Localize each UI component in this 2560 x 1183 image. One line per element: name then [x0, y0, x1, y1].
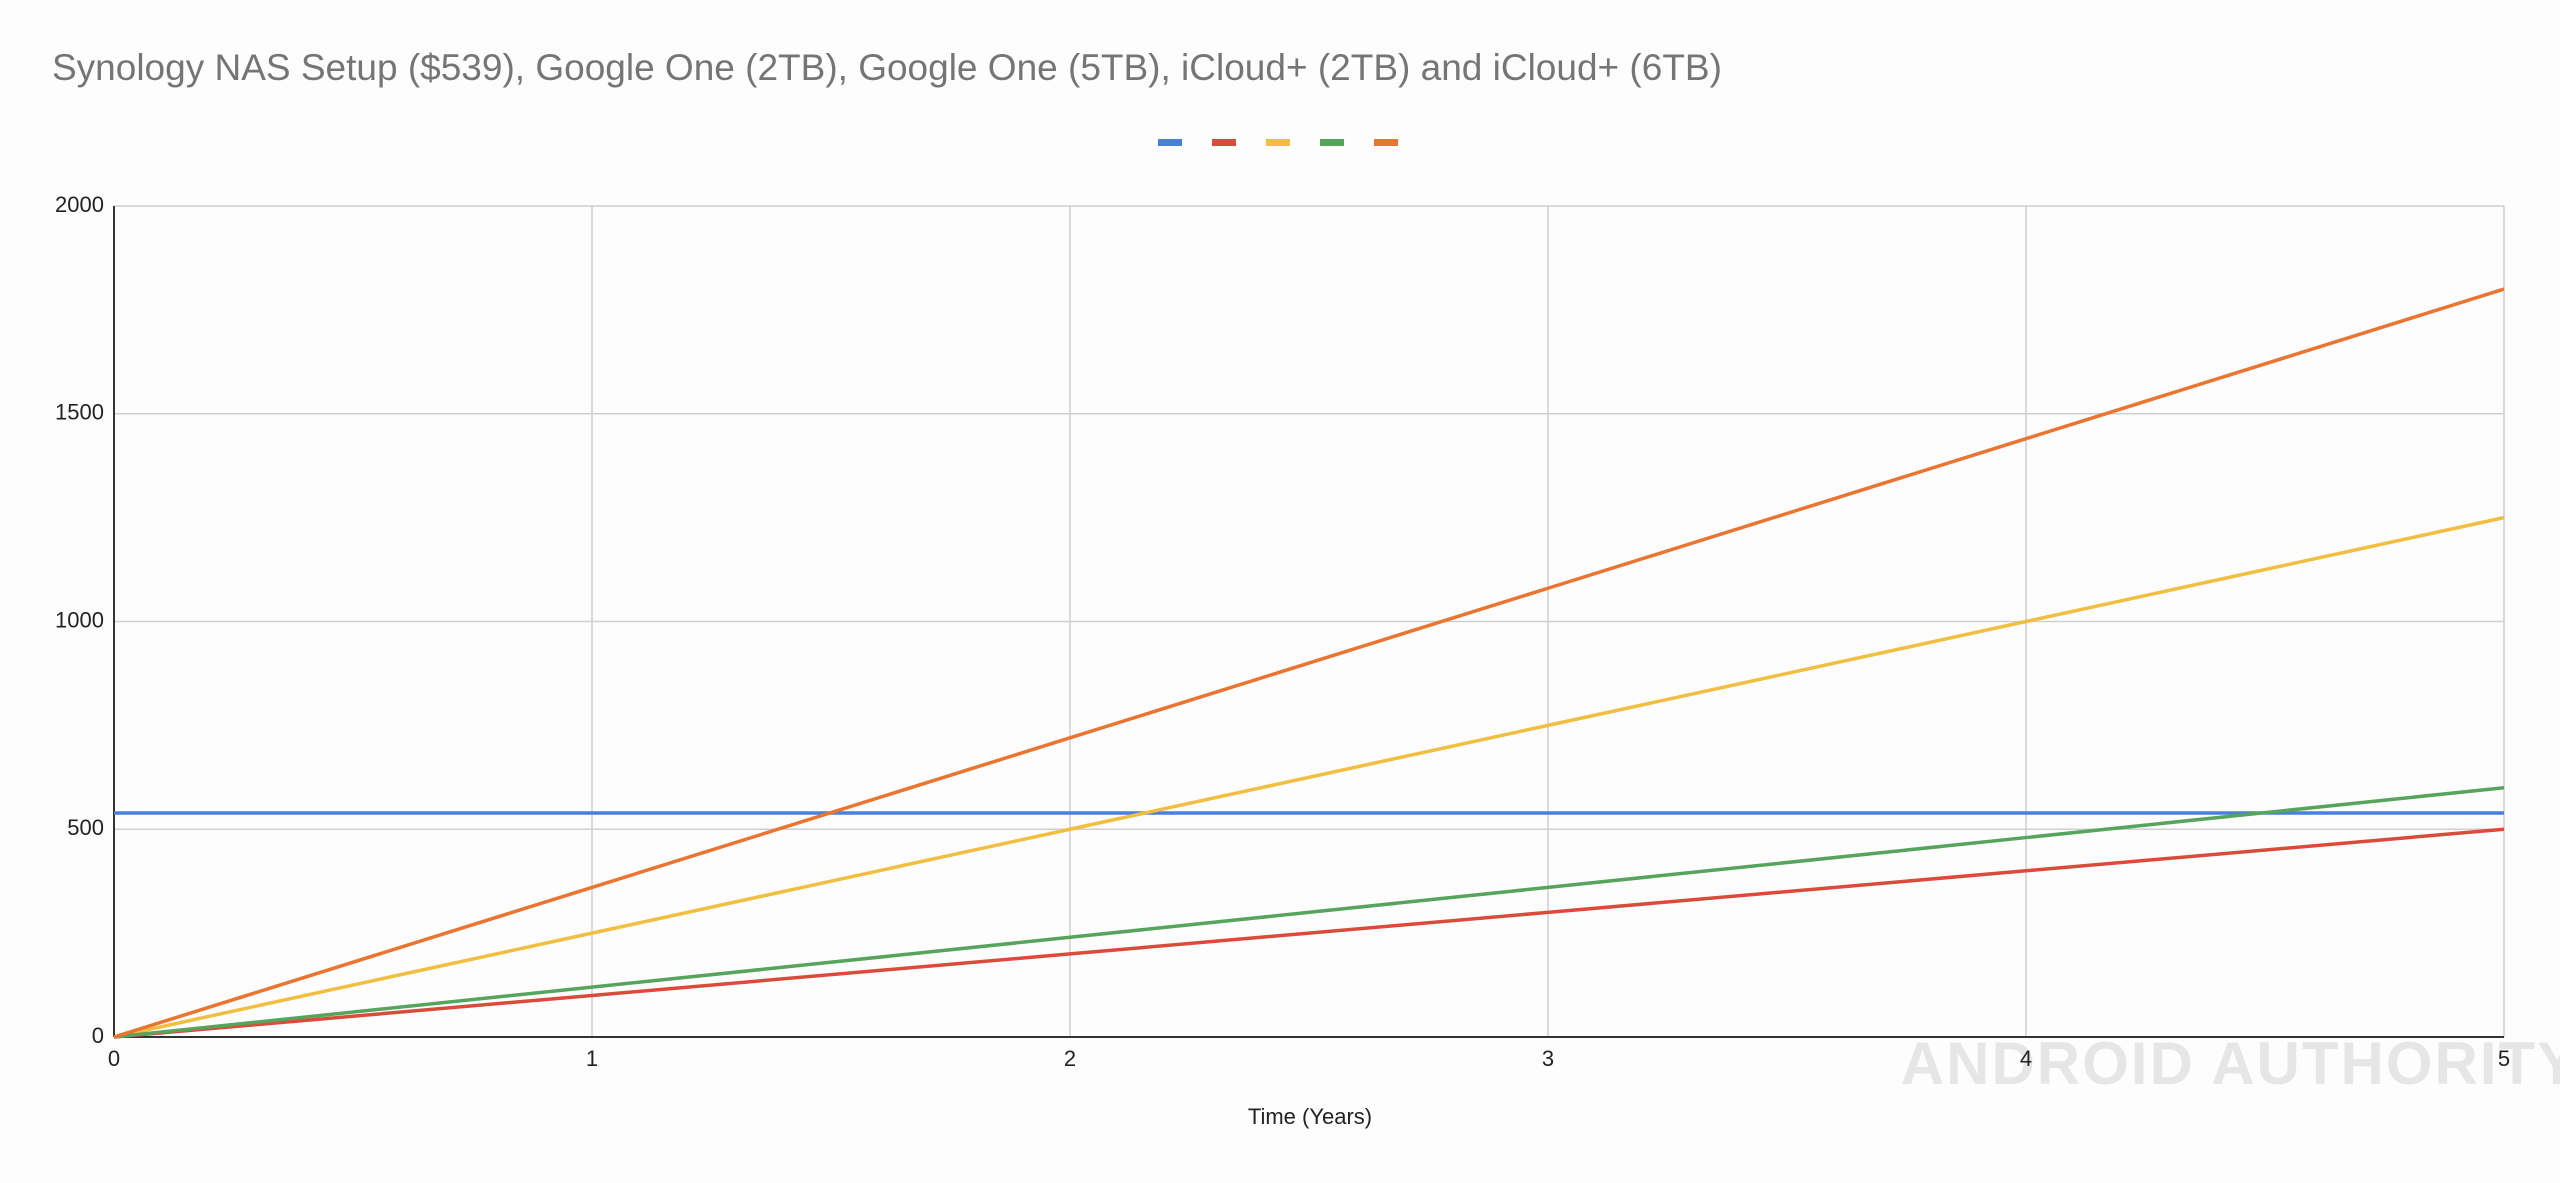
series-line — [113, 287, 2505, 1039]
series-line — [113, 515, 2505, 1039]
legend-swatch — [1374, 139, 1398, 146]
y-tick-label: 0 — [92, 1023, 104, 1048]
x-tick-label: 1 — [586, 1046, 598, 1071]
legend-swatch — [1212, 139, 1236, 146]
x-tick-label: 2 — [1064, 1046, 1076, 1071]
y-tick-label: 1500 — [55, 400, 104, 425]
y-tick-label: 1000 — [55, 607, 104, 632]
watermark: ANDROID AUTHORITY — [1901, 1030, 2560, 1097]
y-tick-label: 500 — [67, 815, 104, 840]
legend-swatch — [1320, 139, 1344, 146]
x-tick-label: 4 — [2020, 1046, 2032, 1071]
x-axis-title: Time (Years) — [1248, 1104, 1372, 1129]
y-tick-label: 2000 — [55, 192, 104, 217]
x-tick-label: 0 — [108, 1046, 120, 1071]
series-line — [113, 785, 2505, 1039]
chart-title: Synology NAS Setup ($539), Google One (2… — [52, 47, 1722, 88]
legend-swatch — [1266, 139, 1290, 146]
x-tick-label: 3 — [1542, 1046, 1554, 1071]
series-line — [113, 827, 2505, 1039]
legend-swatch — [1158, 139, 1182, 146]
x-tick-label: 5 — [2498, 1046, 2510, 1071]
